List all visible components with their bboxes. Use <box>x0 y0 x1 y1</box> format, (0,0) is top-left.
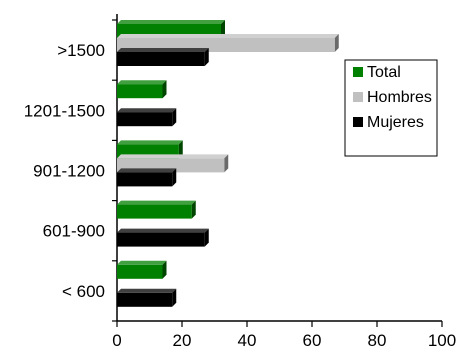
bar-side-face <box>224 154 229 173</box>
bar-top-face <box>117 48 209 52</box>
legend-label: Total <box>367 64 401 81</box>
legend-swatch <box>353 92 363 102</box>
bar-mujeres <box>117 108 177 127</box>
bar-side-face <box>162 260 167 279</box>
x-tick-label: 0 <box>112 331 121 350</box>
category-label: < 600 <box>62 282 105 301</box>
bar-side-face <box>172 168 177 187</box>
bar-top-face <box>117 260 167 265</box>
legend-swatch <box>353 117 363 127</box>
category-label: >1500 <box>57 41 105 60</box>
bar-front-face <box>117 52 205 66</box>
category-label: 901-1200 <box>33 162 105 181</box>
bars <box>117 20 339 307</box>
bar-total <box>117 80 167 99</box>
bar-total <box>117 200 196 219</box>
category-label: 1201-1500 <box>24 101 105 120</box>
bar-side-face <box>334 34 339 52</box>
axis-labels: 0 20 40 60 80 100 >1500 1201-1500 901-1200 601-90… <box>24 41 457 350</box>
bar-side-face <box>172 108 177 127</box>
bar-top-face <box>117 154 229 159</box>
bar-total <box>117 260 167 279</box>
bar-top-face <box>117 288 177 293</box>
bar-side-face <box>221 20 225 38</box>
bar-top-face <box>117 168 177 173</box>
bar-top-face <box>117 80 167 85</box>
bar-front-face <box>117 84 163 99</box>
bar-front-face <box>117 292 173 307</box>
bar-side-face <box>162 80 167 99</box>
bar-front-face <box>117 232 205 247</box>
bar-mujeres <box>117 228 209 247</box>
bar-front-face <box>117 264 163 279</box>
x-tick-label: 60 <box>303 331 322 350</box>
bar-front-face <box>117 112 173 127</box>
bar-top-face <box>117 108 177 113</box>
bar-top-face <box>117 200 196 205</box>
x-tick-label: 80 <box>368 331 387 350</box>
legend: Total Hombres Mujeres <box>344 59 438 157</box>
x-tick-label: 100 <box>428 331 456 350</box>
bar-top-face <box>117 228 209 233</box>
bar-mujeres <box>117 48 209 66</box>
bar-top-face <box>117 34 339 38</box>
bar-mujeres <box>117 168 177 187</box>
bar-side-face <box>204 48 209 66</box>
x-tick-label: 40 <box>238 331 257 350</box>
bar-top-face <box>117 140 183 145</box>
bar-front-face <box>117 204 192 219</box>
bar-mujeres <box>117 288 177 307</box>
bar-top-face <box>117 20 225 24</box>
bar-front-face <box>117 172 173 187</box>
bar-side-face <box>172 288 177 307</box>
category-label: 601-900 <box>43 222 105 241</box>
legend-swatch <box>353 67 363 77</box>
legend-label: Hombres <box>367 89 432 106</box>
bar-side-face <box>178 140 183 159</box>
x-tick-label: 20 <box>173 331 192 350</box>
bar-side-face <box>204 228 209 247</box>
legend-label: Mujeres <box>367 114 424 131</box>
bar-side-face <box>191 200 196 219</box>
